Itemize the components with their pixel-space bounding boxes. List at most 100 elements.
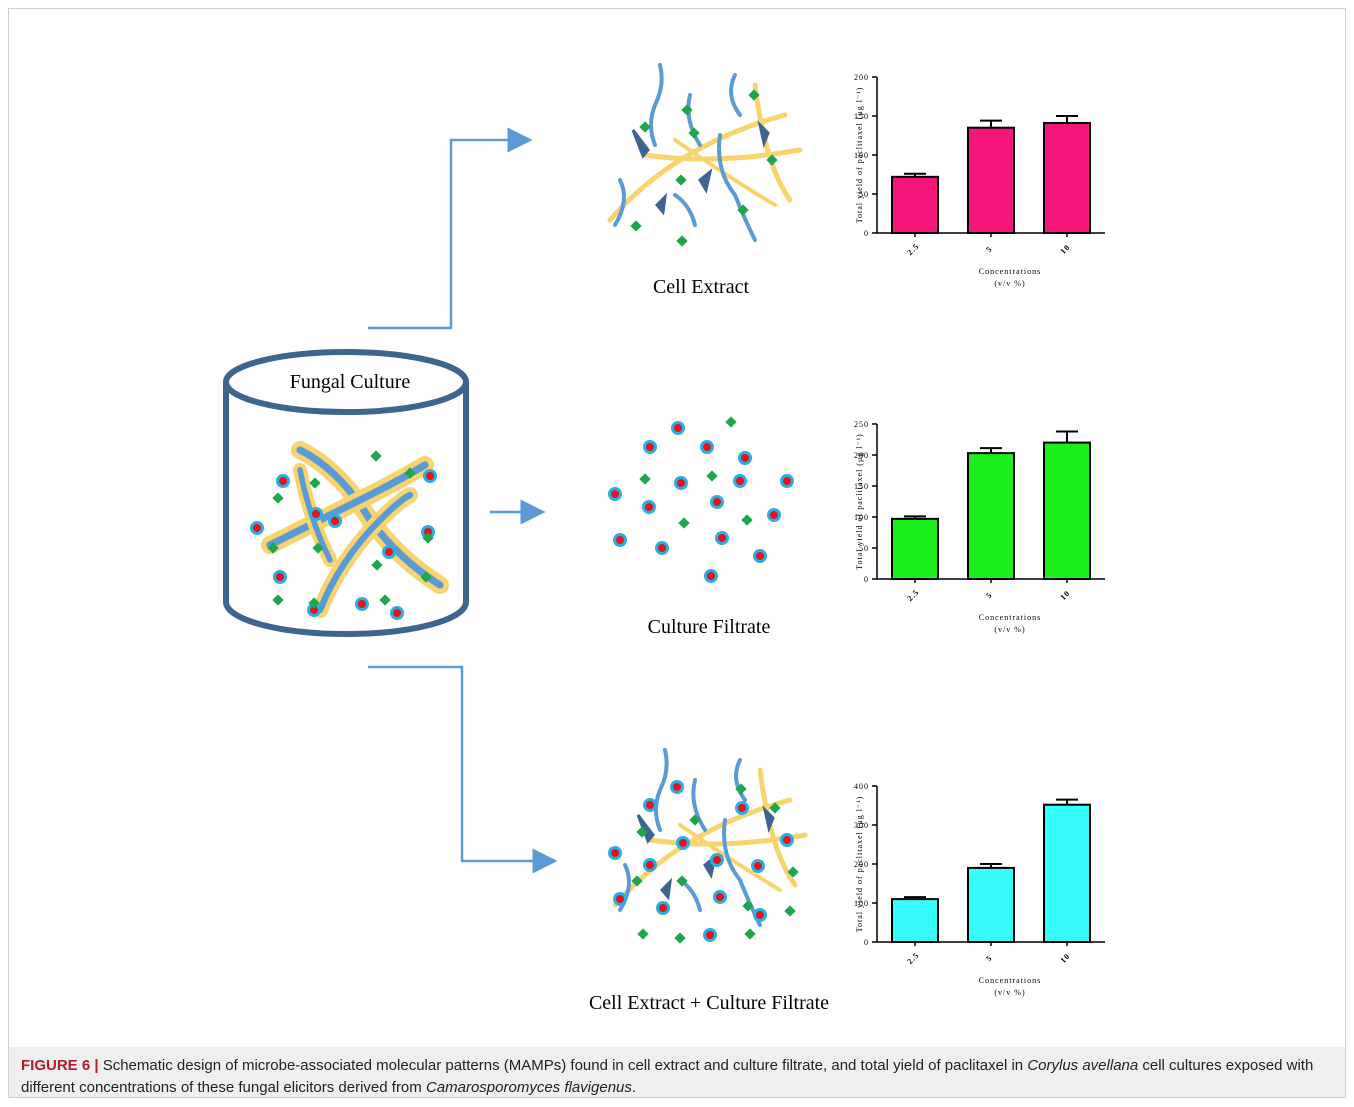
mamp xyxy=(639,121,650,132)
arrow xyxy=(368,667,555,861)
molecule-core xyxy=(646,443,654,451)
mamp xyxy=(678,517,689,528)
caption-text: . xyxy=(632,1079,636,1096)
x-tick-label: 2.5 xyxy=(905,950,921,966)
mamp xyxy=(675,174,686,185)
molecule-core xyxy=(611,849,619,857)
molecule-core xyxy=(385,548,393,556)
molecule-core xyxy=(783,477,791,485)
figure-page: Fungal Culture Cell Extract Culture Filt… xyxy=(0,0,1354,1107)
bar xyxy=(892,519,938,579)
molecule-core xyxy=(393,609,401,617)
molecule-core xyxy=(312,510,320,518)
x-axis-unit: (v/v %) xyxy=(994,988,1025,997)
hypha xyxy=(675,140,775,205)
mamp xyxy=(371,559,382,570)
molecule-core xyxy=(716,893,724,901)
bar xyxy=(892,177,938,233)
molecule-core xyxy=(674,424,682,432)
molecule-core xyxy=(756,552,764,560)
hypha xyxy=(615,800,790,905)
molecule-core xyxy=(703,443,711,451)
mamp xyxy=(309,477,320,488)
x-axis-unit: (v/v %) xyxy=(994,625,1025,634)
molecule-core xyxy=(783,836,791,844)
caption-species: Camarosporomyces flavigenus xyxy=(426,1079,632,1096)
mamp xyxy=(681,104,692,115)
x-tick-label: 2.5 xyxy=(905,587,921,603)
x-axis-unit: (v/v %) xyxy=(994,279,1025,288)
x-tick-label: 2.5 xyxy=(905,241,921,257)
hypha xyxy=(760,770,795,885)
caption-label: FIGURE 6 | xyxy=(21,1057,99,1074)
molecule-core xyxy=(645,503,653,511)
y-tick-label: 250 xyxy=(854,420,869,429)
molecule-core xyxy=(736,477,744,485)
bar xyxy=(1044,805,1090,942)
diagram-label: Cell Extract xyxy=(653,276,750,298)
x-tick-label: 5 xyxy=(984,953,994,963)
x-axis-label: Concentrations xyxy=(979,613,1041,622)
cell-fragment xyxy=(651,65,662,145)
bar xyxy=(1044,443,1090,579)
cell-fragment xyxy=(656,750,667,830)
molecule-core xyxy=(713,856,721,864)
y-tick-label: 0 xyxy=(864,938,869,947)
diagram-label: Culture Filtrate xyxy=(648,616,771,638)
molecule-core xyxy=(677,479,685,487)
y-axis-label: Total yield of paclitaxel (μg l⁻¹) xyxy=(855,796,864,933)
molecule-core xyxy=(616,895,624,903)
hypha xyxy=(645,150,800,159)
diagram-label: Fungal Culture xyxy=(290,371,411,393)
caption-species: Corylus avellana xyxy=(1027,1057,1138,1074)
molecule-core xyxy=(616,536,624,544)
mamp xyxy=(272,492,283,503)
molecule-core xyxy=(426,472,434,480)
molecule-core xyxy=(770,511,778,519)
molecule-core xyxy=(707,572,715,580)
mamp xyxy=(637,928,648,939)
mamp xyxy=(784,905,795,916)
molecule-core xyxy=(679,839,687,847)
molecule-core xyxy=(253,524,261,532)
x-tick-label: 10 xyxy=(1059,243,1072,256)
x-axis-label: Concentrations xyxy=(979,267,1041,276)
molecule-core xyxy=(659,904,667,912)
mamp xyxy=(744,928,755,939)
x-tick-label: 5 xyxy=(984,590,994,600)
y-tick-label: 0 xyxy=(864,575,869,584)
diagram-label: Cell Extract + Culture Filtrate xyxy=(589,992,829,1014)
molecule-core xyxy=(331,517,339,525)
mamp xyxy=(630,220,641,231)
y-tick-label: 0 xyxy=(864,229,869,238)
molecule-core xyxy=(358,600,366,608)
mamp xyxy=(272,594,283,605)
molecule-core xyxy=(713,498,721,506)
molecule-core xyxy=(754,862,762,870)
cell-fragment xyxy=(615,180,624,225)
bar xyxy=(968,868,1014,942)
bar xyxy=(892,899,938,942)
mamp xyxy=(725,416,736,427)
caption: FIGURE 6 | Schematic design of microbe-a… xyxy=(21,1055,1331,1099)
molecule-core xyxy=(706,931,714,939)
y-axis-label: Total yield of paclitaxel (μg l⁻¹) xyxy=(855,433,864,570)
decorations xyxy=(250,65,805,944)
y-tick-label: 400 xyxy=(854,782,869,791)
molecule-core xyxy=(611,490,619,498)
molecule-core xyxy=(741,454,749,462)
molecule-core xyxy=(718,534,726,542)
molecule-core xyxy=(658,544,666,552)
mamp xyxy=(676,235,687,246)
x-tick-label: 10 xyxy=(1059,589,1072,602)
x-axis-label: Concentrations xyxy=(979,976,1041,985)
molecule-core xyxy=(756,911,764,919)
figure: Fungal Culture Cell Extract Culture Filt… xyxy=(0,0,1354,1107)
bar xyxy=(968,128,1014,233)
molecule-core xyxy=(279,477,287,485)
bar xyxy=(1044,123,1090,233)
cell-fragment xyxy=(731,75,740,115)
bar-chart: 2.55100100200300400Total yield of paclit… xyxy=(854,782,1105,997)
mamp xyxy=(379,594,390,605)
